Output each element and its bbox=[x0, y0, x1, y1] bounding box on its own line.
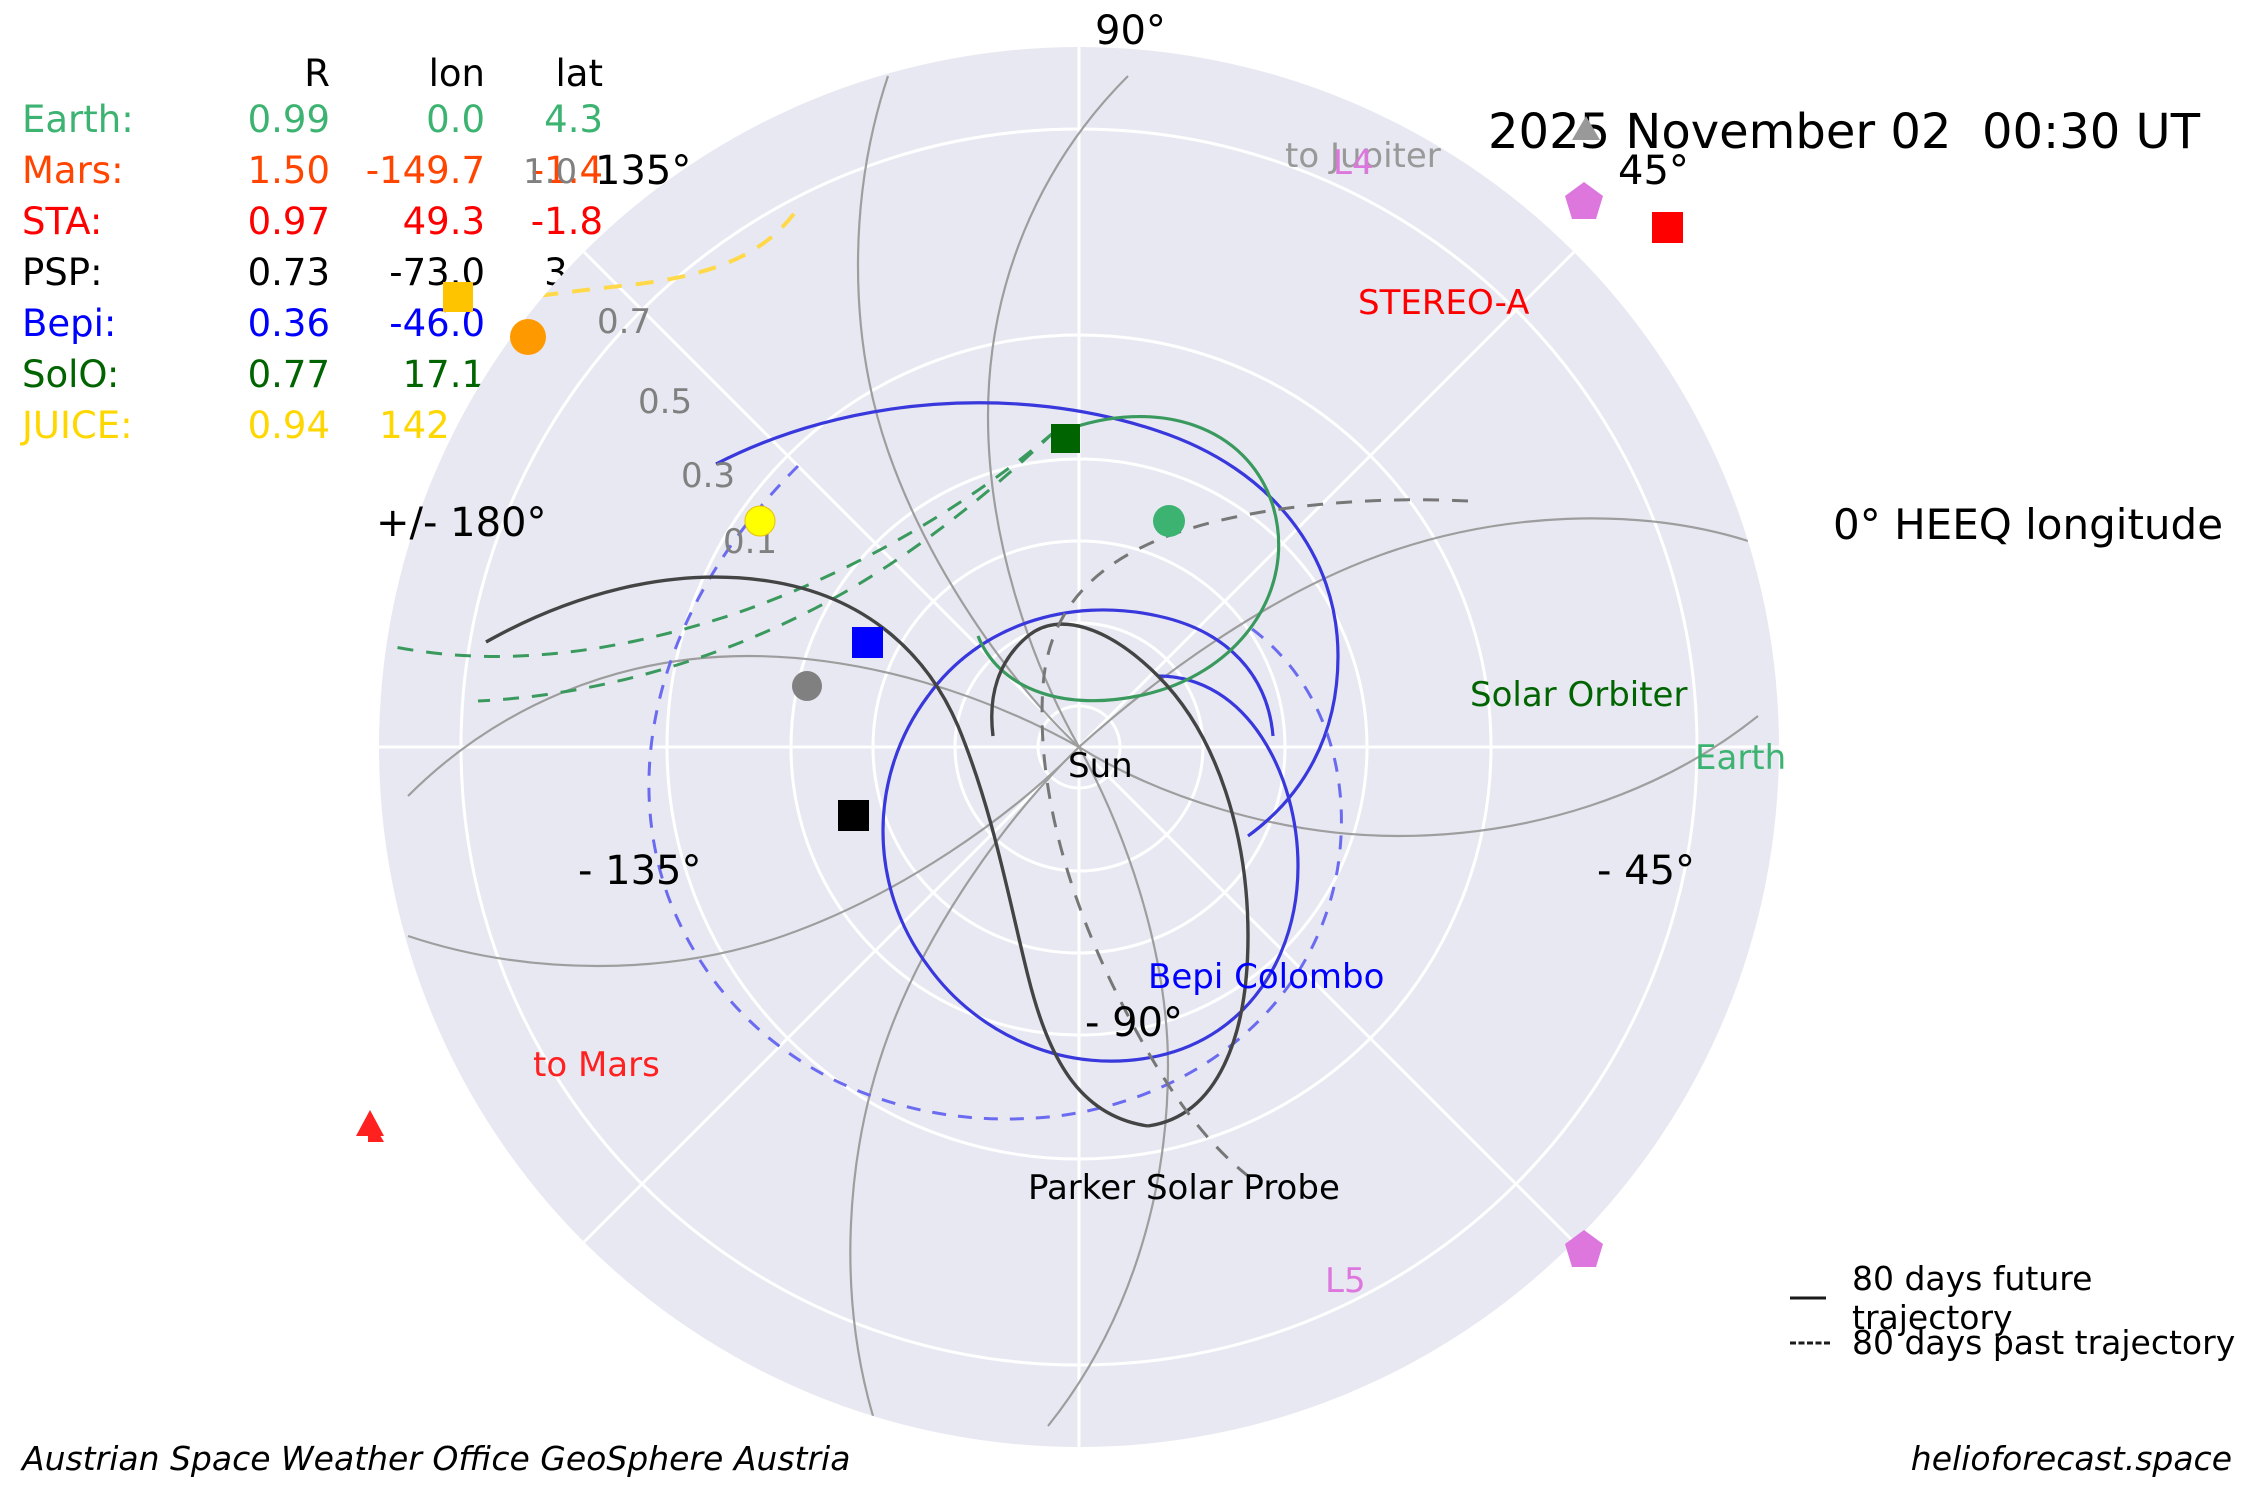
body-lon: 0.0 bbox=[426, 98, 485, 141]
body-name: JUICE: bbox=[22, 404, 133, 447]
table-row: STA: 0.97 49.3 -1.8 bbox=[18, 196, 603, 247]
psp-future-trajectory-b bbox=[990, 622, 1250, 1128]
table-row: Earth: 0.99 0.0 4.3 bbox=[18, 94, 603, 145]
solo-past-trajectory bbox=[389, 430, 1056, 703]
page-title: 2025 November 02 00:30 UT bbox=[1488, 104, 2201, 160]
body-r: 0.99 bbox=[247, 98, 330, 141]
angle-label-180: +/- 180° bbox=[376, 500, 547, 546]
body-r: 1.50 bbox=[247, 149, 330, 192]
footer-website: helioforecast.space bbox=[1910, 1439, 2232, 1478]
angle-label-minus-135: - 135° bbox=[578, 848, 702, 894]
body-r: 0.73 bbox=[247, 251, 330, 294]
body-r: 0.97 bbox=[247, 200, 330, 243]
angle-label-0: 0° HEEQ longitude bbox=[1833, 500, 2224, 549]
legend-past-label: 80 days past trajectory bbox=[1852, 1323, 2236, 1362]
body-lon: 17.1 bbox=[402, 353, 485, 396]
body-name: PSP: bbox=[22, 251, 103, 294]
solar-orbiter-label: Solar Orbiter bbox=[1470, 675, 1688, 715]
body-r: 0.77 bbox=[247, 353, 330, 396]
body-lat: -1.4 bbox=[530, 149, 603, 192]
bepi-future-trajectory bbox=[881, 608, 1300, 1063]
solar-orbiter-marker bbox=[1051, 424, 1080, 453]
body-lat: 4.3 bbox=[544, 98, 603, 141]
sun-label: Sun bbox=[1068, 746, 1133, 786]
legend-future-label: 80 days future trajectory bbox=[1852, 1258, 2093, 1337]
radial-tick-labels: 1.0 0.7 0.5 0.3 0.1 bbox=[523, 152, 777, 562]
body-name: Bepi: bbox=[22, 302, 117, 345]
angle-label-minus-90: - 90° bbox=[1085, 1000, 1184, 1046]
psp-future-trajectory bbox=[485, 575, 1149, 1128]
juice-future-trajectory bbox=[388, 210, 408, 417]
rtick-1_0: 1.0 bbox=[523, 152, 577, 192]
footer-attribution: Austrian Space Weather Office GeoSphere … bbox=[22, 1439, 851, 1478]
to-mars-label: to Mars bbox=[533, 1045, 660, 1085]
venus-marker bbox=[510, 319, 546, 355]
body-r: 0.36 bbox=[247, 302, 330, 345]
rtick-0_5: 0.5 bbox=[638, 382, 692, 422]
legend-row-past: 80 days past trajectory bbox=[1790, 1320, 2250, 1365]
solo-future-trajectory bbox=[976, 415, 1281, 703]
angle-label-45: 45° bbox=[1618, 148, 1689, 194]
to-jupiter-label: to Jupiter bbox=[1285, 136, 1441, 176]
body-lon: -149.7 bbox=[365, 149, 485, 192]
body-positions-table: R lon lat Earth: 0.99 0.0 4.3 Mars: 1.50… bbox=[18, 48, 603, 451]
juice-marker bbox=[443, 282, 473, 312]
table-row: Mars: 1.50 -149.7 -1.4 bbox=[18, 145, 603, 196]
parker-label: Parker Solar Probe bbox=[1028, 1168, 1340, 1208]
trajectory-legend: 80 days future trajectory 80 days past t… bbox=[1790, 1259, 2250, 1365]
body-lon: 49.3 bbox=[402, 200, 485, 243]
psp-past-trajectory bbox=[1040, 498, 1469, 1178]
bepi-future-trajectory-b bbox=[715, 401, 1340, 838]
angle-label-90: 90° bbox=[1095, 8, 1166, 54]
body-lat: -1.8 bbox=[530, 200, 603, 243]
legend-row-future: 80 days future trajectory bbox=[1790, 1259, 2250, 1337]
header-blank bbox=[18, 48, 192, 94]
stereo-a-past-trajectory bbox=[1644, 187, 1678, 299]
bepi-past-trajectory bbox=[647, 464, 1343, 1121]
table-header-row: R lon lat bbox=[18, 48, 603, 94]
body-name: STA: bbox=[22, 200, 103, 243]
angle-label-minus-45: - 45° bbox=[1597, 848, 1696, 894]
to-mars-marker bbox=[356, 1110, 384, 1136]
angle-label-135: 135° bbox=[595, 148, 692, 194]
l5-label: L5 bbox=[1325, 1261, 1366, 1301]
body-name: Earth: bbox=[22, 98, 134, 141]
parker-solar-probe-marker bbox=[838, 800, 869, 831]
bepi-colombo-label: Bepi Colombo bbox=[1148, 957, 1385, 997]
header-r: R bbox=[304, 52, 330, 95]
l4-label: L4 bbox=[1333, 143, 1374, 183]
body-name: Mars: bbox=[22, 149, 124, 192]
sun-marker bbox=[744, 505, 776, 537]
header-lat: lat bbox=[555, 52, 603, 95]
earth-label: Earth bbox=[1695, 738, 1787, 778]
body-name: SolO: bbox=[22, 353, 120, 396]
parker-spiral-lines bbox=[407, 75, 1759, 1427]
bepi-colombo-marker bbox=[852, 627, 883, 658]
rtick-0_7: 0.7 bbox=[597, 302, 651, 342]
mercury-marker bbox=[792, 671, 822, 701]
header-lon: lon bbox=[428, 52, 485, 95]
stereo-a-label: STEREO-A bbox=[1358, 283, 1530, 323]
earth-marker bbox=[1153, 505, 1185, 537]
body-r: 0.94 bbox=[247, 404, 330, 447]
rtick-0_3: 0.3 bbox=[681, 456, 735, 496]
